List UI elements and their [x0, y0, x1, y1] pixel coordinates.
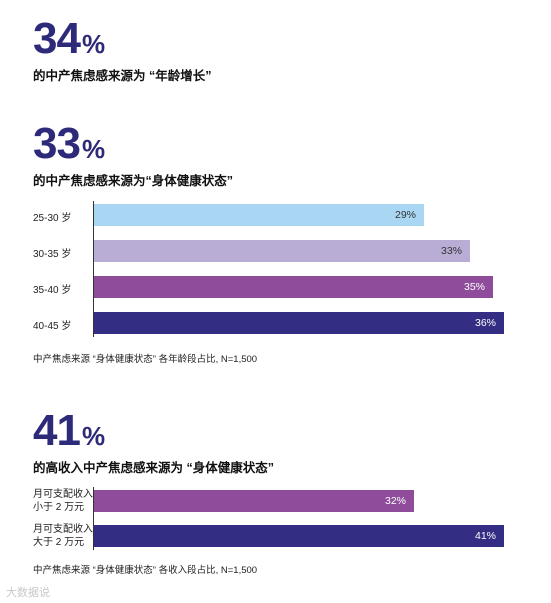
bar [94, 276, 493, 298]
bar-value-label: 35% [463, 281, 485, 293]
stat-percentage: 41% [33, 406, 105, 455]
chart-axis-line [93, 487, 94, 550]
stat-caption: 的高收入中产焦虑感来源为 “身体健康状态” [33, 461, 274, 475]
bar [94, 490, 414, 512]
category-label: 40-45 岁 [33, 321, 72, 332]
category-label-line: 月可支配收入 [33, 524, 93, 535]
chart-axis-line [93, 201, 94, 337]
category-label-line: 大于 2 万元 [33, 537, 85, 548]
bar [94, 312, 504, 334]
category-label-line: 小于 2 万元 [33, 502, 85, 513]
stat-caption: 的中产焦虑感来源为“身体健康状态” [33, 174, 234, 188]
category-label: 35-40 岁 [33, 285, 72, 296]
bar [94, 525, 504, 547]
category-label-line: 月可支配收入 [33, 489, 93, 500]
bar-value-label: 41% [474, 530, 496, 542]
watermark: 大数据说 [6, 587, 50, 599]
bar [94, 240, 470, 262]
stat-caption: 的中产焦虑感来源为 “年龄增长” [33, 69, 212, 83]
stat-percentage: 34% [33, 14, 105, 63]
stat-block-health: 33% 的中产焦虑感来源为“身体健康状态” [33, 122, 233, 189]
chart-note: 中产焦虑来源 “身体健康状态” 各年龄段占比, N=1,500 [33, 354, 258, 365]
bar-value-label: 33% [440, 245, 462, 257]
category-label: 30-35 岁 [33, 249, 72, 260]
category-label: 月可支配收入 大于 2 万元 [33, 523, 93, 549]
stat-block-age: 34% 的中产焦虑感来源为 “年龄增长” [33, 17, 211, 84]
stat-percentage: 33% [33, 119, 105, 168]
bar-value-label: 29% [394, 209, 416, 221]
chart-note: 中产焦虑来源 “身体健康状态” 各收入段占比, N=1,500 [33, 565, 258, 576]
category-label: 25-30 岁 [33, 213, 72, 224]
bar [94, 204, 424, 226]
bar-value-label: 36% [474, 317, 496, 329]
stat-block-income: 41% 的高收入中产焦虑感来源为 “身体健康状态” [33, 409, 274, 476]
category-label: 月可支配收入 小于 2 万元 [33, 488, 93, 514]
bar-value-label: 32% [384, 495, 406, 507]
